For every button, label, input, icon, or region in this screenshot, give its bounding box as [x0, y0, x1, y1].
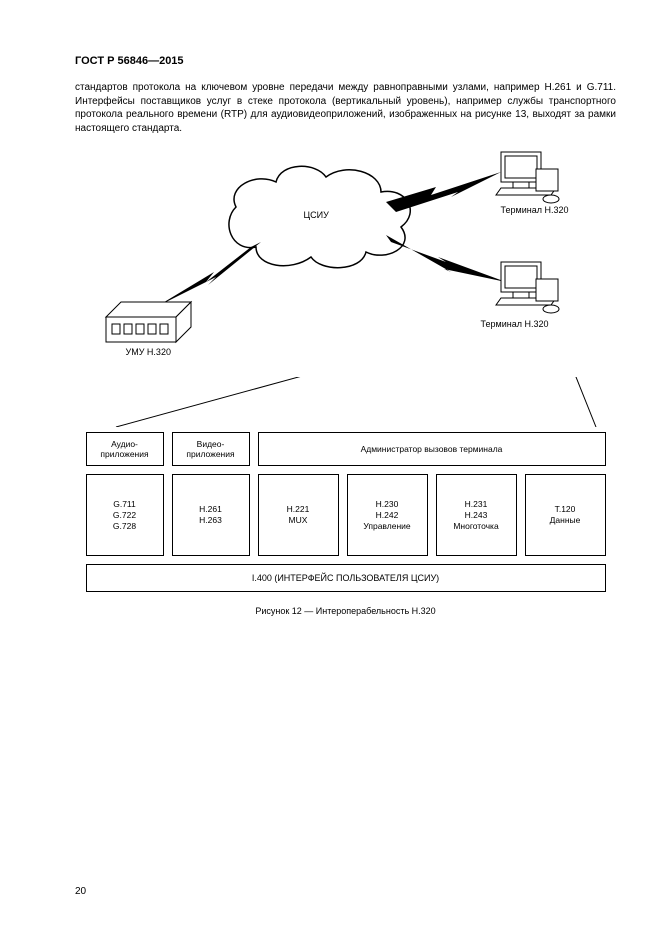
link-1	[386, 172, 501, 212]
network-svg	[86, 147, 606, 377]
protocol-stack: Аудио-приложения Видео-приложения Админи…	[86, 377, 606, 616]
callout-lines	[86, 377, 606, 427]
terminal-1-icon	[496, 152, 559, 203]
terminal-2-icon	[496, 262, 559, 313]
box-i400: I.400 (ИНТЕРФЕЙС ПОЛЬЗОВАТЕЛЯ ЦСИУ)	[86, 564, 606, 592]
box-audio-app: Аудио-приложения	[86, 432, 164, 466]
page: ГОСТ Р 56846—2015 стандартов протокола н…	[0, 0, 661, 935]
umu-device-icon	[106, 302, 191, 342]
stack-row-codecs: G.711G.722G.728 H.261H.263 H.221MUX H.23…	[86, 474, 606, 556]
terminal-2-label: Терминал H.320	[481, 319, 549, 329]
network-diagram: ЦСИУ Терминал H.320 Терминал H.320 УМУ H…	[86, 147, 606, 377]
cloud-label: ЦСИУ	[304, 210, 329, 220]
box-call-admin: Администратор вызовов терминала	[258, 432, 606, 466]
box-h231: H.231H.243Многоточка	[436, 474, 517, 556]
stack-row-apps: Аудио-приложения Видео-приложения Админи…	[86, 432, 606, 466]
page-number: 20	[75, 886, 86, 897]
box-h230: H.230H.242Управление	[347, 474, 428, 556]
link-3	[156, 242, 261, 307]
document-header: ГОСТ Р 56846—2015	[75, 55, 616, 67]
box-video-app: Видео-приложения	[172, 432, 250, 466]
body-paragraph: стандартов протокола на ключевом уровне …	[75, 81, 616, 135]
box-g711: G.711G.722G.728	[86, 474, 164, 556]
box-h221: H.221MUX	[258, 474, 339, 556]
terminal-1-label: Терминал H.320	[501, 205, 569, 215]
box-h261: H.261H.263	[172, 474, 250, 556]
stack-row-interface: I.400 (ИНТЕРФЕЙС ПОЛЬЗОВАТЕЛЯ ЦСИУ)	[86, 564, 606, 592]
umu-label: УМУ H.320	[126, 347, 171, 357]
box-t120: T.120Данные	[525, 474, 606, 556]
figure-caption: Рисунок 12 — Интероперабельность H.320	[86, 606, 606, 616]
